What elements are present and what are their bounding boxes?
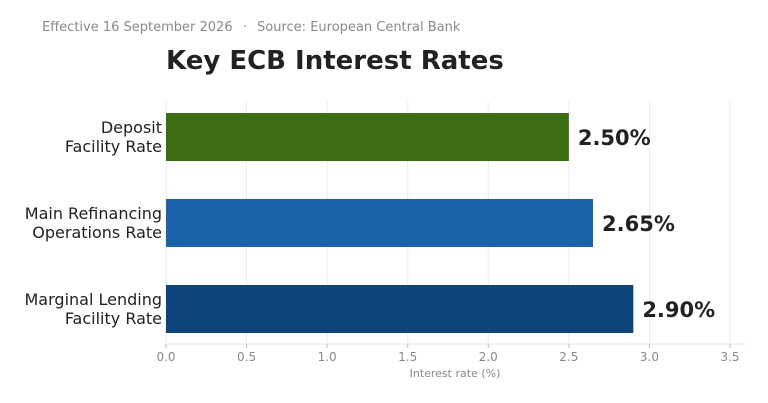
- chart-title: Key ECB Interest Rates: [166, 46, 504, 76]
- x-tick-label: 0.5: [237, 350, 256, 364]
- separator-dot: ·: [242, 20, 247, 35]
- category-label: Marginal Lending Facility Rate: [25, 290, 163, 328]
- x-tick-label: 3.0: [640, 350, 659, 364]
- bar: [166, 113, 569, 161]
- source-line: Effective 16 September 2026 · Source: Eu…: [42, 20, 460, 35]
- value-label: 2.50%: [578, 126, 651, 150]
- category-label: Main Refinancing Operations Rate: [25, 204, 162, 242]
- x-axis-label: Interest rate (%): [410, 367, 501, 380]
- effective-date: Effective 16 September 2026: [42, 20, 233, 35]
- x-tick-label: 2.0: [479, 350, 498, 364]
- category-label: Deposit Facility Rate: [65, 118, 162, 156]
- x-tick-label: 1.0: [318, 350, 337, 364]
- x-tick-label: 2.5: [559, 350, 578, 364]
- x-tick-label: 0.0: [156, 350, 175, 364]
- bar: [166, 199, 594, 247]
- x-tick-label: 3.5: [720, 350, 739, 364]
- value-label: 2.65%: [602, 212, 675, 236]
- x-tick-label: 1.5: [398, 350, 417, 364]
- value-label: 2.90%: [642, 298, 715, 322]
- bar: [166, 285, 634, 333]
- source-label: Source: European Central Bank: [257, 20, 461, 35]
